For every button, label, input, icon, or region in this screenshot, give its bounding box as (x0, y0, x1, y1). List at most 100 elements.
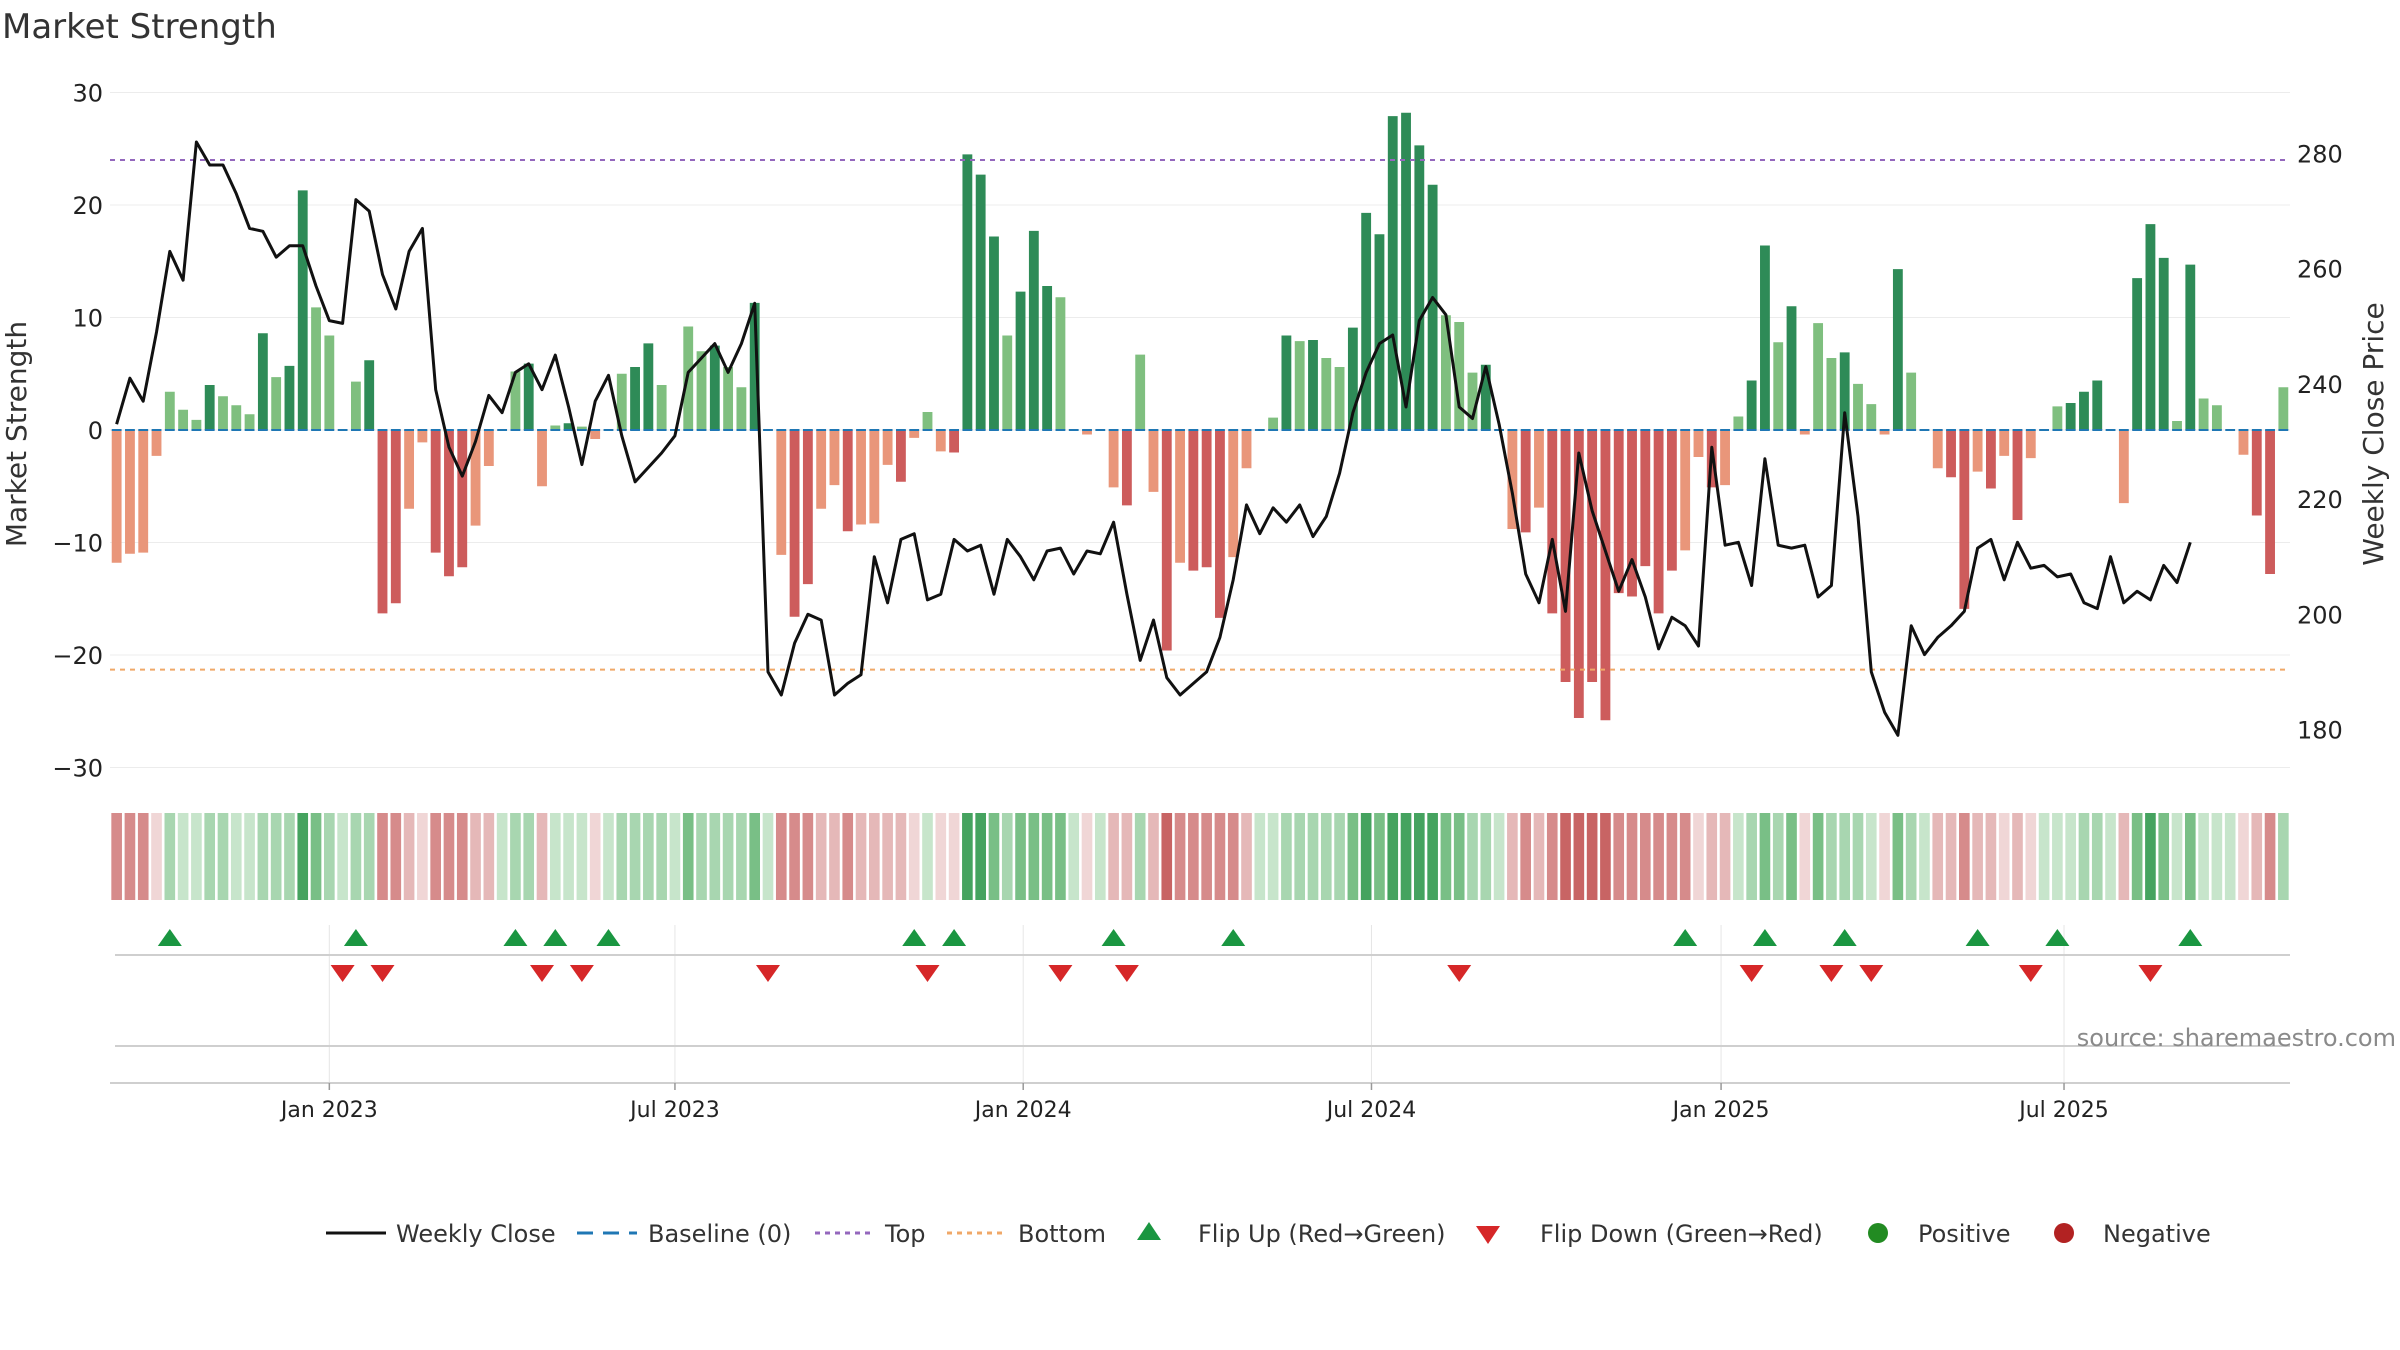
x-axis-ticks: Jan 2023 Jul 2023 Jan 2024 Jul 2024 Jan 2025… (279, 1083, 2109, 1123)
strength-bar (2185, 264, 2196, 430)
legend-weekly-close-label: Weekly Close (396, 1220, 556, 1248)
strength-band-cell (204, 813, 216, 900)
strength-band-cell (869, 813, 880, 900)
strength-bar (909, 430, 920, 438)
strength-bar (922, 412, 933, 430)
strength-band-cell (1852, 813, 1864, 900)
strength-bar (1427, 184, 1438, 430)
strength-bar (1600, 430, 1611, 721)
strength-bar (364, 360, 375, 430)
y-tick-label: −10 (52, 530, 103, 558)
strength-band-cell (310, 813, 322, 900)
strength-band-cell (1201, 813, 1212, 900)
strength-bar (829, 430, 840, 486)
strength-bar (1826, 358, 1837, 430)
strength-band-cell (377, 813, 388, 900)
strength-bar (736, 387, 747, 430)
strength-bar (1215, 430, 1225, 618)
strength-band-cell (1121, 813, 1133, 900)
strength-band-cell (1573, 813, 1585, 900)
flip-down-marker (2018, 965, 2043, 982)
strength-bar (1839, 352, 1850, 430)
strength-bars (111, 112, 2289, 721)
flip-down-marker (915, 965, 940, 982)
strength-band-cell (1772, 813, 1784, 900)
y2-tick-label: 280 (2297, 141, 2343, 169)
strength-band-cell (1068, 813, 1080, 900)
y2-axis-ticks: 280 260 240 220 200 180 (2297, 141, 2343, 745)
strength-band-cell (722, 813, 734, 900)
strength-band-cell (1041, 813, 1053, 900)
strength-bar (1347, 327, 1358, 430)
strength-bar (151, 430, 162, 456)
strength-band-cell (988, 813, 1000, 900)
strength-bar (1547, 430, 1558, 614)
flip-up-marker (2045, 929, 2070, 946)
y2-tick-label: 180 (2297, 717, 2343, 745)
strength-band-cell (1055, 813, 1066, 900)
strength-band-cell (616, 813, 628, 900)
strength-bar (895, 430, 906, 482)
strength-band-cell (1081, 813, 1093, 900)
strength-band-cell (1108, 813, 1119, 900)
strength-band-cell (1320, 813, 1332, 900)
strength-band-cell (1719, 813, 1731, 900)
strength-band-cell (2025, 813, 2037, 900)
strength-bar (1334, 367, 1345, 430)
strength-band-cell (1839, 813, 1851, 900)
strength-band-cell (1427, 813, 1438, 900)
strength-bar (1188, 430, 1199, 571)
strength-band-cell (1639, 813, 1651, 900)
strength-band-cell (2091, 813, 2103, 900)
chart-title: Market Strength (2, 7, 277, 47)
strength-bar (1361, 212, 1372, 430)
strength-band-cell (975, 813, 986, 900)
strength-bar (523, 363, 534, 430)
strength-band-cell (1414, 813, 1425, 900)
strength-band-cell (2238, 813, 2249, 900)
strength-bar (1640, 430, 1651, 567)
strength-bar (2132, 278, 2143, 430)
strength-bar (1175, 430, 1185, 563)
strength-bar (749, 302, 760, 430)
strength-bar (2079, 391, 2089, 430)
strength-band-cell (1294, 813, 1306, 900)
strength-band-cell (1626, 813, 1638, 900)
strength-band-cell (2078, 813, 2090, 900)
flip-up-marker (1221, 929, 1246, 946)
flip-up-marker (343, 929, 368, 946)
strength-bar (1201, 430, 1212, 568)
strength-band-cell (762, 813, 774, 900)
strength-bar (696, 351, 707, 430)
strength-bar (1680, 430, 1691, 551)
strength-band-cell (164, 813, 176, 900)
strength-band-cell (2052, 813, 2063, 900)
strength-band-cell (510, 813, 521, 900)
strength-band-cell (815, 813, 827, 900)
legend-flip-up-icon (1137, 1222, 1161, 1240)
strength-bar (1454, 322, 1465, 430)
strength-bar (1786, 306, 1797, 430)
strength-band-cell (2065, 813, 2076, 900)
flip-up-marker (942, 929, 967, 946)
strength-band-cell (1706, 813, 1718, 900)
legend: Weekly Close Baseline (0) Top Bottom Fli… (326, 1220, 2211, 1248)
strength-bar (1560, 430, 1571, 682)
strength-band-cell (802, 813, 814, 900)
strength-band-cell (589, 813, 601, 900)
strength-bar (1799, 430, 1810, 435)
strength-bar (470, 430, 481, 526)
strength-bar (776, 430, 787, 555)
strength-band-cell (363, 813, 375, 900)
strength-band-cell (1812, 813, 1824, 900)
strength-band-cell (2038, 813, 2050, 900)
strength-bar (1228, 430, 1239, 558)
strength-bar (297, 190, 308, 430)
strength-band-cell (430, 813, 441, 900)
flip-up-marker (1965, 929, 1990, 946)
flip-down-marker (1048, 965, 1073, 982)
strength-band-cell (709, 813, 721, 900)
strength-bar (1653, 430, 1664, 614)
strength-bar (989, 236, 999, 430)
